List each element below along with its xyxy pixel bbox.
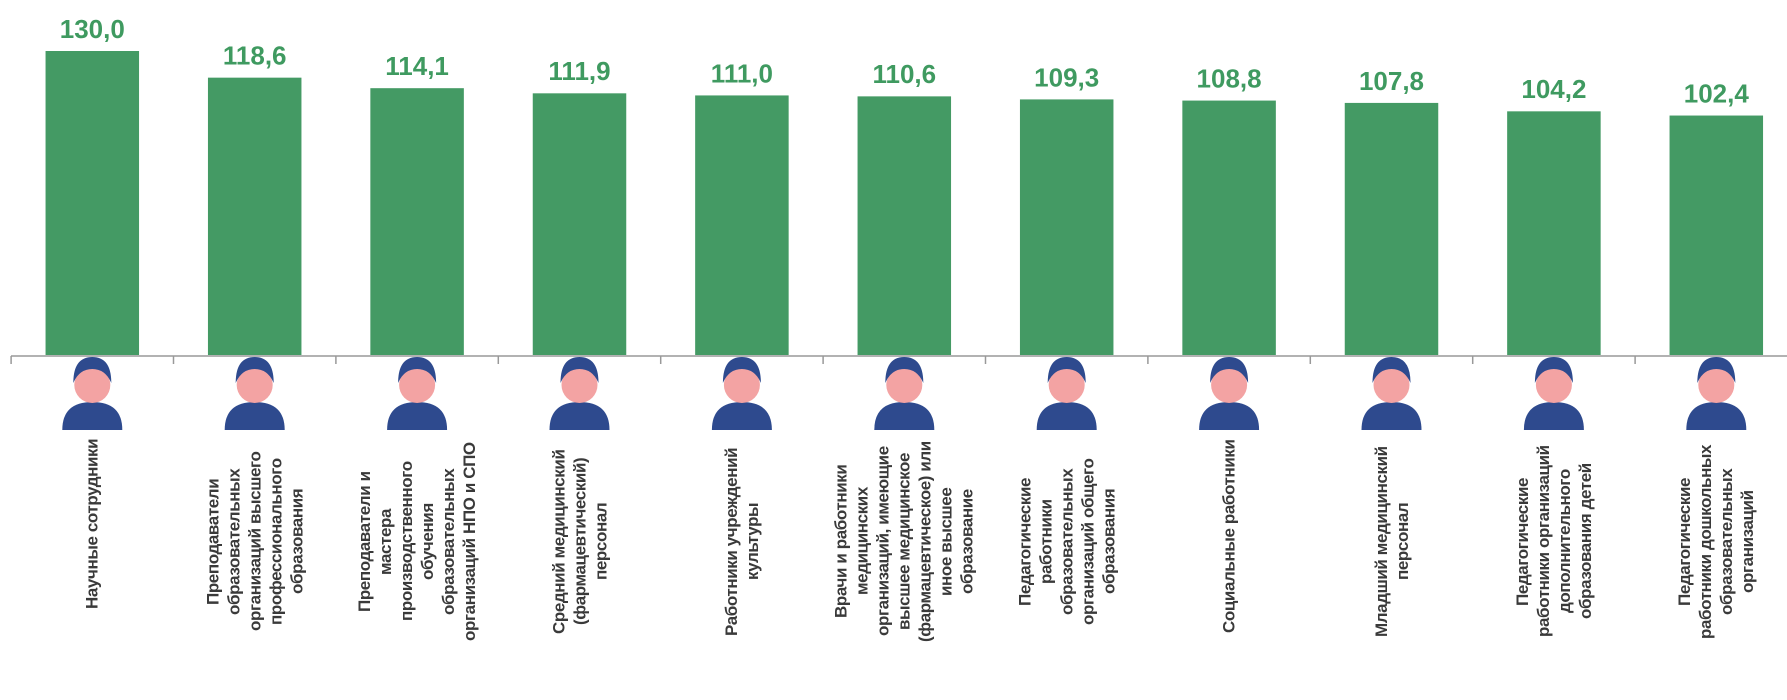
value-label: 118,6 [223,41,287,71]
x-tick-label: Научные сотрудники [82,439,103,697]
x-tick-label-text: Преподаватели образовательных организаци… [203,451,307,632]
icon-hair [1047,357,1086,383]
bar [1507,111,1601,355]
icon-body [1199,402,1260,430]
bar [532,93,627,355]
x-tick-label: Младший медицинский персонал [1371,439,1413,697]
value-label: 109,3 [1034,62,1099,92]
icon-head [1048,367,1085,403]
x-tick-label-text: Младший медицинский персонал [1371,446,1412,637]
icon-head [236,367,273,403]
bar [695,95,789,355]
icon-hair [1697,357,1736,383]
value-label: 104,2 [1521,74,1586,104]
value-label: 114,1 [385,51,449,81]
icon-head [1535,367,1572,403]
icon [874,357,935,430]
x-tick-label-text: Врачи и работники медицинских организаци… [831,441,977,642]
icon-body [62,402,123,430]
icon-head [1373,367,1410,403]
value-label: 102,4 [1684,78,1750,108]
icon-hair [235,357,274,383]
icon [1036,357,1097,430]
x-tick-label: Педагогические работники организаций доп… [1512,439,1596,697]
value-label: 108,8 [1197,63,1262,93]
x-tick-label-text: Средний медицинский (фармацевтический) п… [549,449,610,634]
icon [387,357,448,430]
icon-hair [398,357,437,383]
icon [62,357,123,430]
icon-head [723,367,760,403]
x-tick-label-text: Педагогические работники организаций доп… [1512,445,1595,638]
icon-head [561,367,598,403]
x-tick-label-text: Педагогические работники дошкольных обра… [1675,444,1758,639]
x-tick-label: Преподаватели образовательных организаци… [202,439,307,697]
bar [1182,100,1276,356]
icon [1686,357,1747,430]
icon-hair [1534,357,1573,383]
x-tick-label-text: Работники учреждений культуры [721,447,762,636]
icon-hair [73,357,112,383]
x-tick-label: Преподаватели и мастера производственног… [354,439,480,697]
bar [1344,102,1439,355]
x-tick-label: Педагогические работники образовательных… [1014,439,1119,697]
value-label: 107,8 [1359,66,1424,96]
x-tick-label-text: Социальные работники [1219,439,1239,633]
bar [1669,115,1764,356]
icon-body [549,402,610,430]
icon-body [874,402,935,430]
x-tick-label: Социальные работники [1219,439,1240,697]
icon-body [1361,402,1422,430]
bar [207,77,302,356]
x-tick-label-text: Педагогические работники образовательных… [1015,458,1119,625]
bar [370,88,464,355]
icon-head [399,367,436,403]
x-tick-label: Средний медицинский (фармацевтический) п… [548,439,611,697]
x-tick-label: Работники учреждений культуры [721,439,763,697]
bar [45,51,140,355]
icon-body [387,402,448,430]
value-label: 110,6 [872,59,936,89]
icon-head [1211,367,1248,403]
icon-hair [1210,357,1249,383]
icon-body [1686,402,1747,430]
icon [1199,357,1260,430]
value-label: 111,0 [711,58,773,88]
icon-hair [1372,357,1411,383]
icon-head [1698,367,1735,403]
icon [549,357,610,430]
icon-body [711,402,772,430]
icon-hair [885,357,924,383]
bar [857,96,952,356]
icon-head [74,367,111,403]
value-label: 130,0 [60,14,125,44]
x-tick-label-text: Научные сотрудники [82,439,102,610]
icon [1523,357,1584,430]
icon [1361,357,1422,430]
icon-head [886,367,923,403]
value-label: 111,9 [548,56,610,86]
icon-body [1036,402,1097,430]
icon-body [1523,402,1584,430]
x-tick-label-text: Преподаватели и мастера производственног… [355,442,480,641]
icon [711,357,772,430]
x-tick-label: Врачи и работники медицинских организаци… [831,439,978,697]
icon [224,357,285,430]
bar [1019,99,1114,355]
icon-hair [560,357,599,383]
icon-hair [722,357,761,383]
x-tick-label: Педагогические работники дошкольных обра… [1674,439,1758,697]
icon-body [224,402,285,430]
